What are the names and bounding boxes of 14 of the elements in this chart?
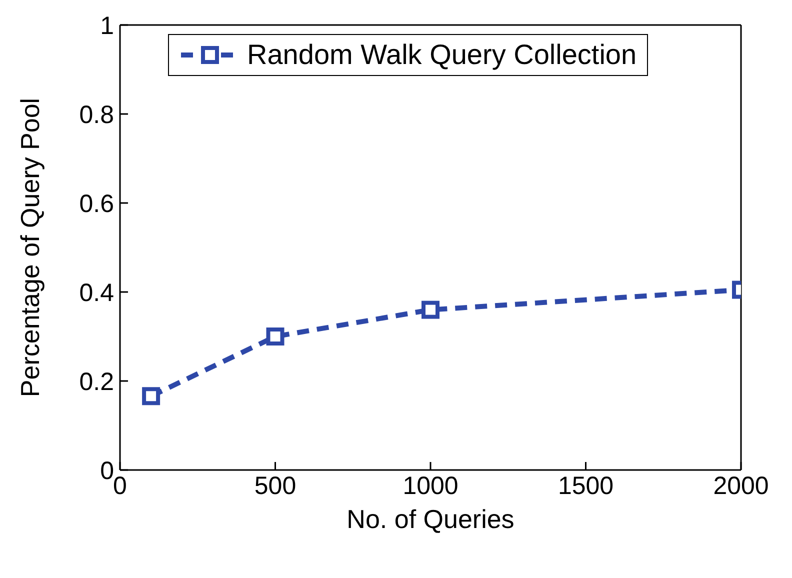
y-tick-label: 0.2 [79, 368, 114, 396]
y-tick-label: 0.4 [79, 278, 114, 307]
y-axis-title: Percentage of Query Pool [15, 98, 46, 398]
legend-label: Random Walk Query Collection [247, 39, 637, 71]
y-tick-label: 0.6 [79, 190, 114, 218]
point [266, 328, 284, 346]
x-axis-title: No. of Queries [346, 504, 514, 534]
point [142, 387, 160, 406]
x-tick-label: 1500 [558, 472, 614, 500]
y-tick-label: 1 [100, 12, 114, 40]
x-tick-label: 1000 [402, 472, 458, 500]
x-tick-label: 2000 [713, 472, 769, 500]
y-tick-label: 0.8 [79, 100, 114, 129]
x-tick-label: 500 [254, 472, 296, 500]
